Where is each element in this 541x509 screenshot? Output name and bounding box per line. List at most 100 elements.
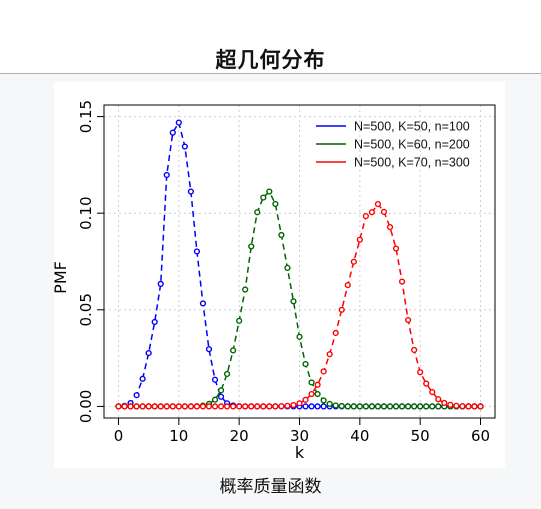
series-3-point-41 (362, 213, 369, 220)
series-2-point-47 (398, 403, 406, 410)
series-2-point-49 (411, 403, 418, 410)
series-3-point-20 (236, 403, 243, 410)
x-axis-title: k (295, 443, 305, 462)
series-3-point-6 (151, 403, 158, 410)
y-tick-label-2: 0.10 (77, 196, 95, 229)
series-2-point-36 (332, 402, 339, 409)
series-3-point-45 (386, 224, 394, 231)
series-3-point-36 (332, 329, 339, 337)
chart-caption: 概率质量函数 (219, 477, 322, 497)
series-2-point-19 (230, 347, 237, 354)
series-3-point-48 (405, 316, 412, 324)
series-2-point-22 (248, 243, 255, 250)
series-1-point-17 (217, 393, 225, 400)
series-2-point-44 (380, 403, 388, 410)
x-tick-label-3: 30 (290, 427, 309, 445)
y-tick-label-1: 0.05 (77, 293, 95, 326)
series-3-point-49 (411, 346, 418, 354)
series-3-point-2 (127, 403, 134, 410)
series-3-point-39 (350, 258, 357, 265)
series-3-point-0 (115, 403, 122, 410)
legend-label-2: N=500, K=60, n=200 (354, 138, 470, 152)
series-1-point-33 (314, 403, 321, 410)
series-2-point-38 (344, 403, 351, 410)
series-2-point-25 (266, 188, 273, 195)
series-3-point-3 (133, 403, 140, 410)
grid-layer (104, 105, 495, 418)
series-3-point-18 (223, 403, 231, 410)
series-3-point-40 (356, 236, 363, 243)
series-3-point-53 (435, 396, 442, 403)
series-3-point-50 (417, 369, 424, 376)
series-1-point-5 (145, 349, 152, 357)
series-3-point-8 (163, 403, 170, 410)
series-3-point-5 (145, 403, 152, 410)
series-2-point-20 (236, 317, 243, 324)
series-3-point-24 (260, 403, 267, 410)
series-3-point-1 (121, 403, 128, 410)
series-2-point-37 (338, 402, 345, 410)
series-2-point-16 (211, 396, 219, 403)
series-3-point-35 (326, 351, 333, 358)
series-3-point-47 (398, 278, 406, 285)
series-3-point-60 (477, 403, 484, 410)
series-2-point-32 (308, 379, 315, 386)
x-tick-label-5: 50 (411, 427, 430, 445)
series-2-point-48 (405, 403, 412, 410)
series-2-point-40 (356, 403, 363, 410)
series-2-point-24 (260, 194, 267, 201)
series-1-point-16 (211, 376, 219, 383)
series-3-point-43 (374, 201, 382, 208)
series-2-point-18 (223, 370, 231, 378)
series-2-point-45 (386, 403, 394, 410)
series-2-point-28 (284, 264, 291, 271)
axis-layer: 0 10 20 30 40 50 60 0.00 0.05 0.10 0.15 (77, 100, 490, 445)
series-1-point-10 (175, 119, 182, 126)
series-1-point-34 (320, 403, 327, 410)
series-2-point-52 (429, 403, 436, 410)
series-1-point-13 (193, 248, 201, 255)
series-3-point-56 (453, 402, 460, 409)
series-2-point-43 (374, 403, 382, 410)
series-3-point-44 (380, 208, 388, 215)
series-2-point-50 (417, 403, 424, 410)
series-1-point-7 (157, 280, 164, 288)
series-2-point-39 (350, 403, 357, 410)
x-tick-label-4: 40 (350, 427, 369, 445)
series-2-point-27 (278, 231, 285, 239)
series-3-point-38 (344, 281, 351, 289)
legend-label-3: N=500, K=70, n=300 (354, 156, 470, 170)
series-2-point-51 (423, 403, 430, 410)
series-1-point-9 (169, 129, 176, 136)
series-1-point-4 (139, 375, 146, 382)
series-2-point-42 (368, 403, 376, 410)
series-3-point-58 (465, 403, 472, 410)
x-tick-label-1: 10 (169, 427, 188, 445)
legend-label-1: N=500, K=50, n=100 (354, 120, 470, 134)
y-axis-title: PMF (54, 261, 70, 294)
series-3-point-12 (187, 403, 194, 410)
series-2-point-23 (254, 209, 261, 216)
series-3-point-23 (254, 403, 261, 410)
series-1-point-14 (199, 300, 207, 307)
series-1-point-31 (302, 403, 309, 410)
series-3-point-46 (392, 245, 400, 252)
x-tick-label-0: 0 (114, 427, 124, 445)
chart-frame: 0 10 20 30 40 50 60 0.00 0.05 0.10 0.15 k PMF N=50… (54, 82, 505, 468)
series-3-point-14 (199, 403, 207, 410)
series-1-point-8 (163, 171, 170, 179)
series-3-point-52 (429, 389, 436, 396)
series-1-point-12 (187, 188, 194, 195)
series-2-point-30 (296, 333, 303, 340)
series-3 (115, 201, 484, 410)
x-tick-label-2: 20 (230, 427, 249, 445)
series-3-point-30 (296, 400, 303, 407)
series-3-point-10 (175, 403, 182, 410)
hypergeometric-pmf-chart: 0 10 20 30 40 50 60 0.00 0.05 0.10 0.15 k PMF N=50… (54, 100, 496, 462)
series-3-point-34 (320, 368, 327, 375)
y-tick-label-0: 0.00 (77, 390, 95, 423)
series-3-point-17 (217, 403, 225, 410)
series-3-point-7 (157, 403, 164, 410)
series-3-point-59 (471, 403, 478, 410)
series-1-point-11 (181, 143, 188, 150)
